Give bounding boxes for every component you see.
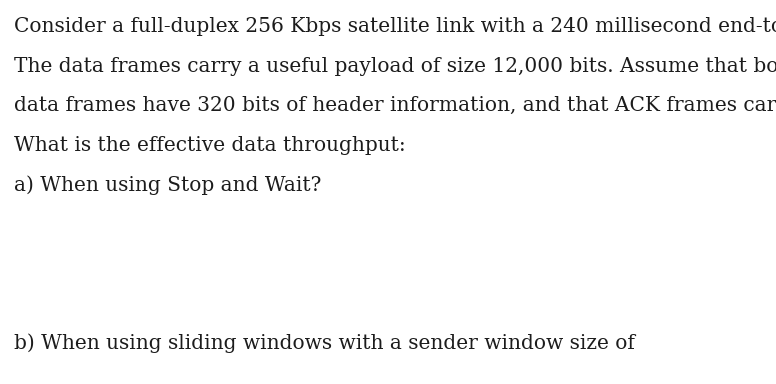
Text: What is the effective data throughput:: What is the effective data throughput: (14, 136, 406, 155)
Text: The data frames carry a useful payload of size 12,000 bits. Assume that both ACK: The data frames carry a useful payload o… (14, 57, 776, 76)
Text: Consider a full-duplex 256 Kbps satellite link with a 240 millisecond end-to-end: Consider a full-duplex 256 Kbps satellit… (14, 17, 776, 36)
Text: a) When using Stop and Wait?: a) When using Stop and Wait? (14, 175, 321, 195)
Text: b) When using sliding windows with a sender window size of: b) When using sliding windows with a sen… (14, 334, 641, 353)
Text: data frames have 320 bits of header information, and that ACK frames carry no da: data frames have 320 bits of header info… (14, 96, 776, 115)
